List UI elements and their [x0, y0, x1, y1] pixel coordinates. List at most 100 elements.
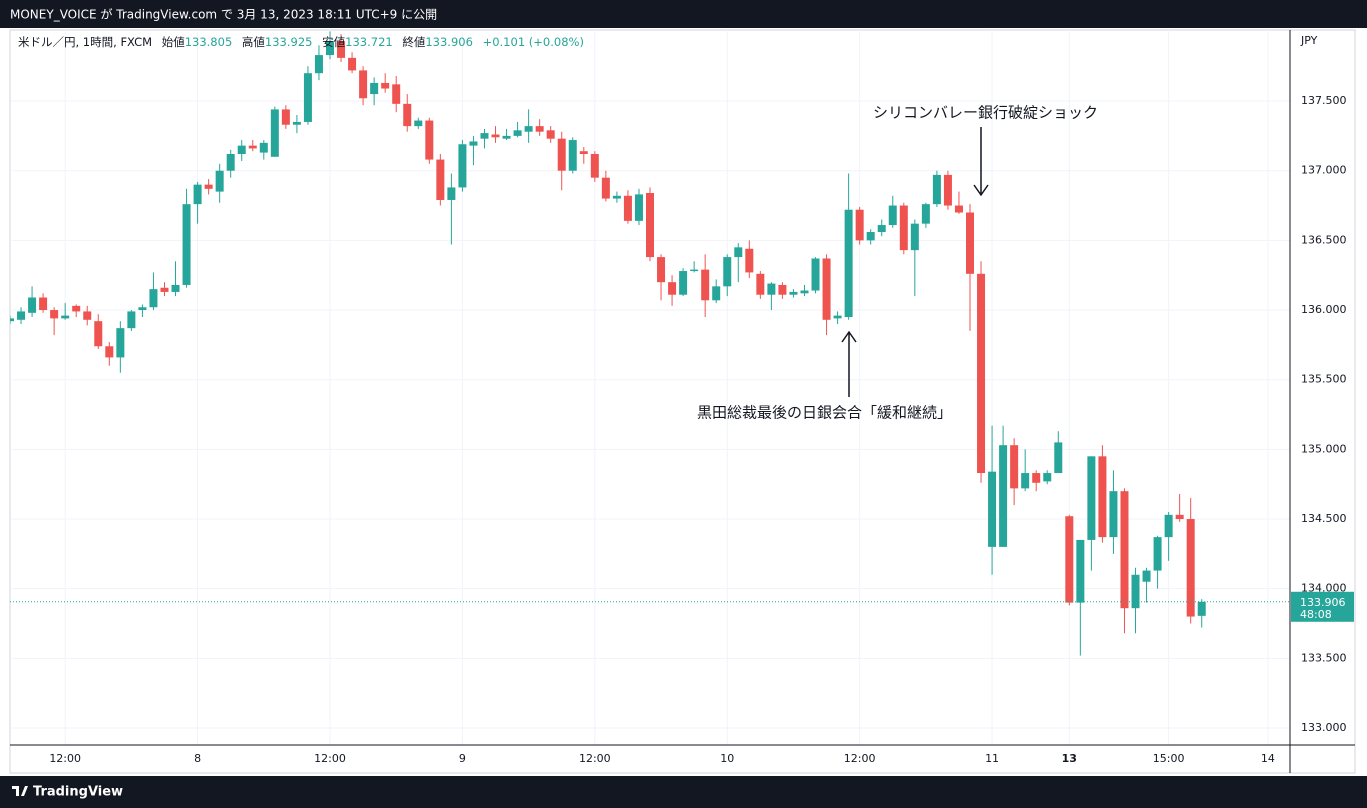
- candle-body: [1164, 514, 1173, 538]
- candle-body: [723, 257, 732, 287]
- candle-body: [988, 471, 997, 547]
- candle-body: [127, 311, 136, 329]
- candle-body: [105, 346, 114, 358]
- candle-body: [888, 205, 897, 226]
- candle-body: [491, 134, 500, 138]
- y-tick-label: 135.000: [1301, 442, 1347, 455]
- candle-body: [1043, 473, 1052, 482]
- candle-body: [767, 283, 776, 295]
- x-tick-label: 12:00: [49, 752, 81, 765]
- candle-body: [259, 142, 268, 153]
- candle-body: [116, 328, 125, 358]
- annotation: シリコンバレー銀行破綻ショック: [873, 104, 1098, 122]
- candle-body: [281, 109, 290, 125]
- y-tick-label: 136.500: [1301, 233, 1347, 246]
- candle-body: [226, 153, 235, 171]
- legend-low-label: 安値: [322, 35, 345, 49]
- candle-body: [579, 151, 588, 154]
- legend-high: 133.925: [265, 35, 313, 49]
- x-tick-label: 13: [1062, 752, 1077, 765]
- candle-body: [701, 269, 710, 301]
- candle-body: [39, 297, 48, 311]
- y-tick-label: 137.000: [1301, 164, 1347, 177]
- candle-body: [171, 284, 180, 292]
- candle-body: [1109, 491, 1118, 538]
- candle-body: [1010, 445, 1019, 489]
- candle-body: [1120, 491, 1129, 609]
- candle-body: [270, 109, 279, 157]
- candle-body: [1131, 574, 1140, 609]
- candle-body: [568, 140, 577, 171]
- candle-body: [557, 138, 566, 171]
- candle-body: [1032, 473, 1041, 483]
- candle-body: [303, 73, 312, 122]
- candle-body: [590, 153, 599, 178]
- candle-body: [17, 311, 26, 320]
- legend: 米ドル／円, 1時間, FXCM 始値133.805 高値133.925 安値1…: [18, 35, 584, 49]
- candle-body: [392, 84, 401, 104]
- candle-body: [50, 310, 59, 319]
- candle-body: [1186, 519, 1195, 617]
- candle-body: [414, 120, 423, 127]
- x-tick-label: 12:00: [579, 752, 611, 765]
- candle-body: [469, 141, 478, 146]
- candle-body: [1087, 456, 1096, 540]
- x-tick-label: 9: [459, 752, 466, 765]
- candle-body: [977, 273, 986, 474]
- candle-body: [524, 126, 533, 132]
- x-tick-label: 15:00: [1153, 752, 1185, 765]
- x-tick-label: 10: [720, 752, 734, 765]
- brand-logo: [12, 786, 28, 796]
- candle-body: [789, 291, 798, 295]
- legend-close: 133.906: [425, 35, 473, 49]
- candle-body: [72, 305, 81, 312]
- candle-body: [778, 284, 787, 295]
- header-text: MONEY_VOICE が TradingView.com で 3月 13, 2…: [10, 7, 437, 22]
- candle-body: [160, 287, 169, 292]
- candle-body: [513, 130, 522, 136]
- candle-body: [1065, 516, 1074, 603]
- annotation-arrow: [973, 127, 989, 197]
- candle-body: [601, 177, 610, 199]
- last-price-box: [1291, 591, 1354, 622]
- candle-body: [204, 184, 213, 189]
- candle-body: [425, 120, 434, 160]
- footer-bar: [0, 776, 1367, 808]
- candle-body: [712, 286, 721, 301]
- x-tick-label: 8: [194, 752, 201, 765]
- candle-body: [94, 321, 103, 347]
- y-tick-label: 136.000: [1301, 303, 1347, 316]
- candle-body: [932, 174, 941, 205]
- candle-body: [28, 297, 37, 313]
- candle-body: [61, 315, 70, 319]
- legend-high-label: 高値: [242, 35, 265, 49]
- candle-body: [612, 195, 621, 199]
- candle-body: [657, 257, 666, 283]
- countdown: 48:08: [1300, 608, 1332, 621]
- candle-body: [546, 130, 555, 139]
- candle-body: [248, 145, 257, 149]
- candle-body: [447, 187, 456, 200]
- candle-body: [634, 194, 643, 221]
- candle-body: [921, 204, 930, 224]
- legend-change: +0.101 (+0.08%): [483, 35, 584, 49]
- annotation-arrow: [841, 330, 857, 397]
- legend-symbol: 米ドル／円, 1時間, FXCM: [18, 35, 152, 49]
- x-tick-label: 14: [1261, 752, 1275, 765]
- candle-body: [138, 307, 147, 311]
- candle-body: [359, 70, 368, 99]
- candle-body: [668, 282, 677, 295]
- candle-body: [833, 315, 842, 319]
- candle-body: [646, 193, 654, 258]
- candle-body: [1021, 473, 1030, 489]
- candle-body: [458, 144, 467, 188]
- candle-body: [1153, 537, 1162, 571]
- x-tick-label: 12:00: [844, 752, 876, 765]
- candle-body: [877, 225, 886, 233]
- candle-body: [943, 174, 952, 206]
- candle-body: [370, 82, 379, 95]
- top-bar: [0, 0, 1367, 28]
- y-unit: JPY: [1300, 34, 1318, 47]
- legend-open: 133.805: [185, 35, 233, 49]
